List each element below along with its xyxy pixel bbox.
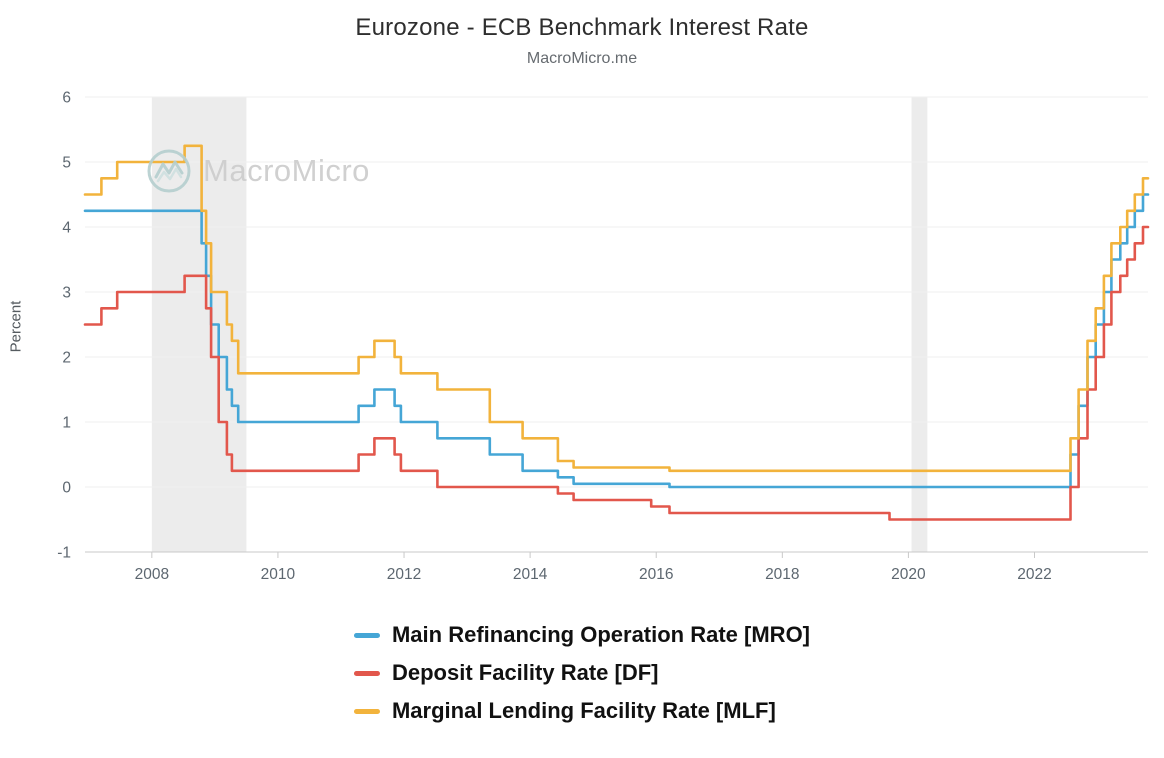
x-tick-label: 2022 xyxy=(1017,566,1051,583)
legend: Main Refinancing Operation Rate [MRO] Dep… xyxy=(353,616,811,730)
legend-swatch xyxy=(353,670,380,676)
legend-label: Main Refinancing Operation Rate [MRO] xyxy=(391,622,811,647)
x-tick-label: 2012 xyxy=(387,566,421,583)
x-tick-label: 2018 xyxy=(765,566,799,583)
x-tick-label: 2016 xyxy=(639,566,673,583)
series-line-1[interactable] xyxy=(83,225,1150,521)
legend-item-0[interactable]: Main Refinancing Operation Rate [MRO] xyxy=(353,616,811,654)
y-tick-label: 3 xyxy=(62,285,71,302)
chart-title: Eurozone - ECB Benchmark Interest Rate xyxy=(355,14,809,41)
x-tick-label: 2014 xyxy=(513,566,548,583)
legend-swatch xyxy=(353,708,380,714)
legend-swatch xyxy=(353,632,380,638)
x-tick-label: 2020 xyxy=(891,566,926,583)
x-tick-label: 2008 xyxy=(135,566,169,583)
y-tick-label: -1 xyxy=(57,545,71,562)
y-tick-label: 6 xyxy=(62,90,71,107)
y-tick-label: 4 xyxy=(62,220,71,237)
legend-item-1[interactable]: Deposit Facility Rate [DF] xyxy=(353,654,659,692)
legend-label: Deposit Facility Rate [DF] xyxy=(391,660,659,685)
y-tick-label: 2 xyxy=(62,350,71,367)
y-tick-label: 5 xyxy=(62,155,71,172)
series-line-2[interactable] xyxy=(83,144,1150,473)
recession-band xyxy=(911,97,928,552)
x-tick-label: 2010 xyxy=(261,566,296,583)
chart-subtitle: MacroMicro.me xyxy=(526,50,638,67)
legend-label: Marginal Lending Facility Rate [MLF] xyxy=(391,698,776,723)
y-axis-label: Percent xyxy=(7,300,25,353)
legend-item-2[interactable]: Marginal Lending Facility Rate [MLF] xyxy=(353,692,776,730)
y-tick-label: 1 xyxy=(62,415,71,432)
y-tick-label: 0 xyxy=(62,480,71,497)
